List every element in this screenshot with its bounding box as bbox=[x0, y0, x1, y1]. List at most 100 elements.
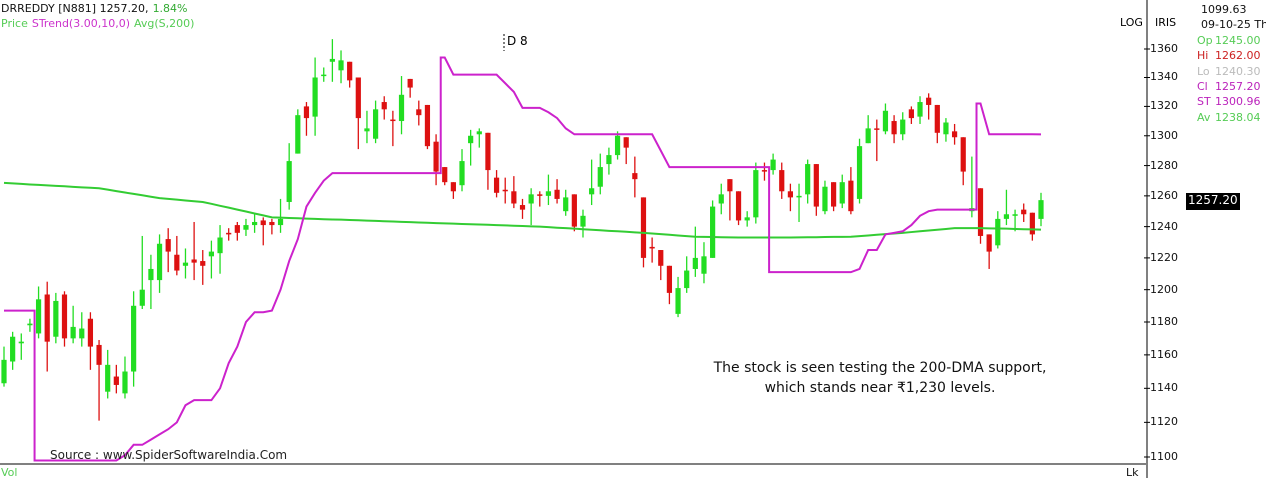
info-value: 1300.96 bbox=[1215, 95, 1261, 109]
candle bbox=[277, 198, 284, 233]
candle-body-up bbox=[139, 289, 145, 306]
candle-body-up bbox=[1003, 214, 1010, 219]
candle-body-up bbox=[718, 194, 724, 204]
info-row-cl: Cl 1257.20 bbox=[1197, 80, 1261, 93]
candle bbox=[476, 128, 482, 148]
candle-body-up bbox=[796, 195, 802, 198]
candle-body-up bbox=[468, 135, 474, 144]
candle bbox=[511, 176, 517, 209]
candle-body-up bbox=[217, 237, 223, 254]
candle bbox=[519, 198, 526, 219]
legend-supertrend[interactable]: STrend(3.00,10,0) bbox=[31, 17, 130, 30]
candle bbox=[355, 77, 361, 150]
candle bbox=[390, 110, 396, 147]
candle bbox=[986, 234, 992, 269]
candle-body-down bbox=[442, 167, 448, 183]
info-value: 1238.04 bbox=[1215, 110, 1261, 124]
annotation-line-1: The stock is seen testing the 200-DMA su… bbox=[713, 360, 1047, 376]
candle-body-down bbox=[761, 170, 768, 172]
candle-body-up bbox=[27, 323, 33, 326]
candle bbox=[951, 123, 958, 145]
candle-body-down bbox=[347, 61, 353, 81]
candle bbox=[252, 214, 258, 233]
candle bbox=[891, 115, 897, 144]
candle bbox=[917, 96, 923, 124]
candle bbox=[364, 110, 370, 144]
candles-layer bbox=[1, 39, 1044, 421]
candle bbox=[571, 194, 577, 232]
candle bbox=[770, 153, 776, 175]
candle bbox=[10, 331, 16, 370]
annotation-line-2: which stands near ₹1,230 levels. bbox=[764, 380, 996, 396]
candle bbox=[666, 265, 673, 305]
candle-body-up bbox=[614, 135, 621, 156]
candle bbox=[744, 211, 750, 227]
candle bbox=[200, 250, 206, 285]
candle bbox=[27, 318, 33, 332]
candle bbox=[156, 234, 163, 293]
candle-body-up bbox=[675, 288, 681, 314]
candle bbox=[848, 167, 854, 215]
y-axis-ticks bbox=[1144, 48, 1150, 458]
candle bbox=[148, 254, 154, 310]
candle-body-up bbox=[79, 328, 85, 339]
candle-body-up bbox=[606, 155, 612, 165]
volume-label: Vol bbox=[1, 466, 18, 479]
candle-body-down bbox=[934, 104, 940, 133]
info-key: Cl bbox=[1197, 79, 1208, 93]
y-tick-label: 1340 bbox=[1150, 70, 1178, 84]
candle-body-up bbox=[277, 218, 284, 226]
candle-body-down bbox=[511, 191, 517, 204]
candle-body-down bbox=[390, 119, 396, 122]
log-toggle[interactable]: LOG bbox=[1120, 16, 1143, 29]
candle-body-up bbox=[459, 161, 465, 186]
candle bbox=[675, 276, 681, 318]
candle-body-up bbox=[684, 270, 690, 289]
candle bbox=[597, 153, 603, 195]
legend-price[interactable]: Price bbox=[1, 17, 28, 30]
candle bbox=[61, 291, 68, 347]
candle-body-up bbox=[744, 217, 750, 221]
candle-body-down bbox=[640, 197, 647, 258]
candle bbox=[105, 349, 111, 399]
y-tick-label: 1220 bbox=[1150, 250, 1178, 264]
candle bbox=[908, 106, 914, 124]
candle bbox=[632, 156, 638, 198]
candle-body-up bbox=[243, 225, 249, 230]
candle bbox=[545, 174, 552, 206]
info-value: 1257.20 bbox=[1215, 79, 1261, 93]
info-value: 1245.00 bbox=[1215, 34, 1261, 47]
candle bbox=[372, 100, 379, 144]
candle-body-up bbox=[563, 197, 569, 212]
candle bbox=[969, 156, 975, 218]
candle bbox=[338, 50, 344, 84]
candle bbox=[580, 209, 586, 238]
candle-body-down bbox=[424, 104, 431, 147]
candle bbox=[718, 183, 724, 215]
candle bbox=[1021, 203, 1027, 222]
candle-body-down bbox=[977, 188, 984, 236]
y-tick-label: 1120 bbox=[1150, 415, 1178, 429]
candle-body-up bbox=[597, 167, 603, 187]
candle bbox=[856, 138, 863, 204]
candle-body-up bbox=[753, 170, 759, 218]
candle-body-down bbox=[666, 265, 673, 293]
indicator-legend: Price STrend(3.00,10,0) Avg(S,200) bbox=[1, 17, 198, 30]
y-tick-label: 1180 bbox=[1150, 315, 1178, 328]
candle bbox=[805, 159, 811, 204]
candle-body-up bbox=[528, 194, 534, 204]
candle-body-down bbox=[986, 234, 992, 252]
candle-body-up bbox=[286, 161, 292, 202]
candle bbox=[174, 235, 180, 276]
iris-toggle[interactable]: IRIS bbox=[1155, 16, 1177, 29]
candle-body-down bbox=[779, 170, 785, 192]
candle-body-down bbox=[269, 221, 275, 226]
y-tick-label: 1300 bbox=[1150, 128, 1178, 142]
candle-body-up bbox=[476, 131, 482, 135]
candle bbox=[787, 183, 793, 212]
legend-avg[interactable]: Avg(S,200) bbox=[134, 17, 195, 30]
candle-body-up bbox=[589, 188, 595, 195]
lock-label[interactable]: Lk bbox=[1126, 466, 1139, 479]
candle bbox=[1038, 192, 1044, 227]
candle-body-up bbox=[312, 77, 318, 117]
